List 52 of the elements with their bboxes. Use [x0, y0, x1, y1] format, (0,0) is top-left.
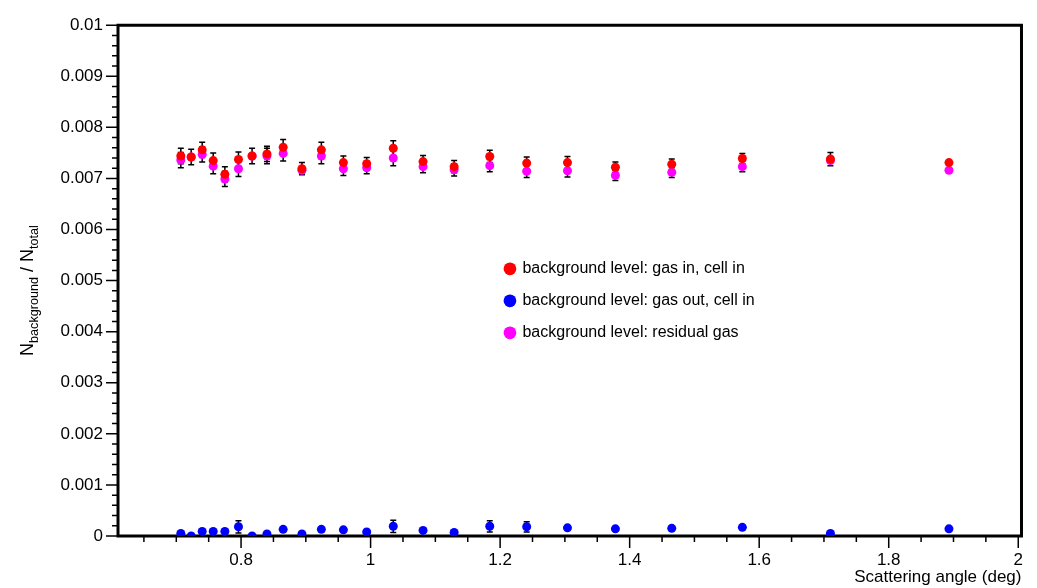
y-tick-label: 0.002	[60, 423, 103, 443]
legend-label: background level: gas in, cell in	[522, 259, 745, 277]
point	[233, 164, 243, 174]
point	[562, 523, 572, 533]
x-tick-label: 2	[1013, 549, 1023, 569]
point	[220, 526, 230, 536]
point	[176, 151, 186, 161]
point	[610, 524, 620, 534]
x-tick-label: 1.6	[747, 549, 772, 569]
y-tick-label: 0.001	[60, 474, 103, 494]
legend-label: background level: gas out, cell in	[522, 291, 755, 309]
point	[737, 522, 747, 532]
point	[278, 524, 288, 534]
y-tick-label: 0.008	[60, 117, 103, 137]
y-tick-label: 0.004	[60, 321, 103, 341]
point	[197, 145, 207, 155]
point	[388, 153, 398, 163]
point	[316, 145, 326, 155]
point	[278, 142, 288, 152]
point	[667, 523, 677, 533]
point	[338, 525, 348, 535]
point	[418, 525, 428, 535]
x-tick-label: 1.8	[876, 549, 901, 569]
point	[208, 156, 218, 166]
y-tick-label: 0.006	[60, 219, 103, 239]
point	[449, 527, 459, 536]
legend-label: background level: residual gas	[522, 323, 739, 341]
x-tick-label: 1.2	[488, 549, 512, 569]
x-tick-label: 1	[365, 549, 376, 569]
point	[825, 528, 835, 536]
x-axis-title: Scattering angle (deg)	[854, 567, 1022, 587]
x-tick-label: 1.4	[617, 549, 642, 569]
point	[297, 529, 307, 536]
y-tick-label: 0.005	[60, 270, 103, 290]
y-tick-label: 0.009	[60, 65, 103, 85]
point	[944, 158, 954, 168]
point	[262, 529, 272, 536]
point	[197, 526, 207, 536]
x-tick-label: 0.8	[229, 549, 253, 569]
point	[233, 155, 243, 165]
y-tick-label: 0.01	[69, 14, 103, 34]
point	[176, 528, 186, 536]
y-axis-title: Nbackground / Ntotal	[16, 225, 41, 356]
point	[388, 143, 398, 153]
point	[208, 526, 218, 536]
point	[316, 524, 326, 534]
y-tick-label: 0.003	[60, 372, 103, 392]
point	[944, 524, 954, 534]
point	[362, 527, 372, 536]
y-tick-label: 0.007	[60, 168, 103, 188]
point	[220, 169, 230, 179]
y-tick-label: 0	[93, 525, 103, 545]
